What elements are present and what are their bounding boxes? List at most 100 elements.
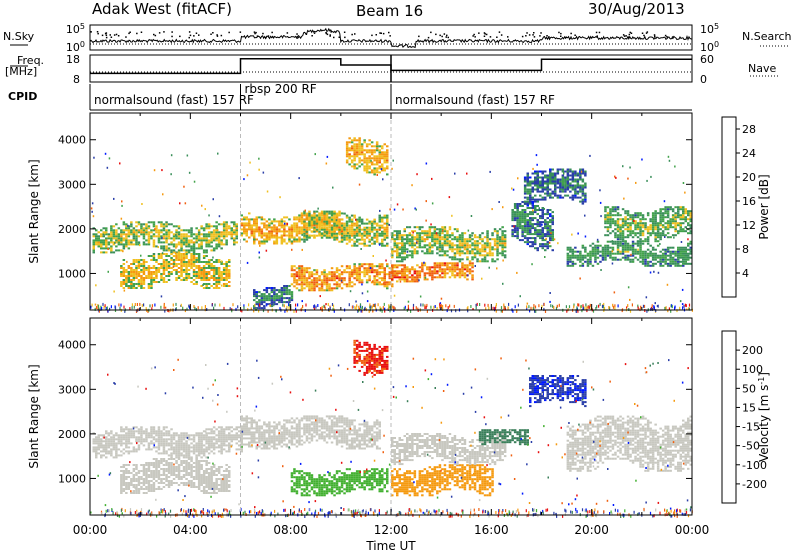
power-cell [210, 233, 213, 236]
power-cell [268, 287, 271, 289]
power-cell [120, 275, 123, 277]
power-cell [501, 232, 504, 235]
power-cell [682, 254, 685, 257]
power-cell [546, 190, 549, 193]
power-cell [398, 234, 401, 237]
power-cell [268, 230, 271, 233]
power-scatter [172, 265, 175, 268]
power-cell [343, 226, 346, 229]
power-cell [325, 273, 329, 276]
power-cell [396, 260, 399, 263]
power-cell [340, 228, 344, 231]
power-cell [451, 234, 454, 237]
power-cell [606, 216, 610, 219]
power-cell [609, 252, 612, 255]
power-cell [345, 224, 349, 227]
power-cell [222, 237, 226, 240]
power-cell [549, 237, 552, 240]
power-cell [177, 235, 181, 238]
power-scatter [113, 290, 115, 293]
power-cell [614, 220, 617, 223]
power-cell [140, 271, 143, 273]
power-cell [383, 232, 386, 235]
power-cell [137, 241, 141, 244]
power-cell [228, 259, 231, 261]
power-cell [313, 277, 316, 280]
power-clutter [665, 306, 667, 310]
power-cell [682, 206, 685, 209]
power-cell [333, 283, 336, 286]
power-cell [549, 170, 552, 173]
power-cell [401, 276, 404, 279]
power-cell [559, 186, 562, 189]
power-cell [629, 224, 632, 227]
power-cell [621, 256, 625, 259]
power-cell [401, 258, 404, 261]
power-cell [313, 234, 316, 237]
power-cell [529, 237, 532, 240]
power-scatter [664, 236, 666, 238]
power-cell [92, 249, 95, 252]
power-cell [526, 188, 529, 191]
power-cell [664, 262, 667, 265]
power-cell [270, 228, 274, 231]
power-cell [303, 220, 306, 223]
power-cell [210, 235, 213, 238]
power-cell [396, 252, 399, 255]
power-cell [539, 225, 542, 228]
power-cell [243, 232, 246, 235]
power-cell [275, 238, 279, 241]
power-cell [258, 226, 261, 229]
power-scatter [412, 231, 414, 234]
power-cell [621, 240, 625, 243]
power-scatter [347, 232, 349, 235]
power-cell [130, 231, 133, 234]
power-cell [180, 279, 183, 281]
power-cell [471, 266, 474, 269]
power-cell [182, 243, 186, 246]
power-cell [531, 182, 534, 185]
power-cell [360, 228, 364, 231]
power-cell [202, 257, 206, 259]
power-cell [556, 186, 560, 189]
power-cell [503, 242, 507, 245]
power-cell [182, 237, 186, 240]
power-cell [669, 258, 672, 261]
power-cell [596, 256, 600, 259]
power-cell [423, 278, 427, 281]
power-cell [616, 226, 620, 229]
power-cell [318, 275, 321, 278]
power-clutter [151, 307, 153, 311]
power-cell [659, 224, 662, 227]
power-cell [162, 229, 166, 232]
power-cell [551, 182, 554, 185]
power-cell [378, 159, 381, 162]
power-cell [687, 224, 690, 227]
power-cell [253, 220, 256, 223]
power-cell [350, 149, 354, 152]
power-scatter [369, 267, 372, 269]
power-cell [220, 243, 223, 246]
power-cell [182, 263, 186, 265]
power-cell [579, 258, 582, 261]
power-cell [428, 234, 432, 237]
power-cell [265, 228, 269, 231]
nsky-point [129, 31, 131, 33]
power-cell [225, 229, 228, 232]
power-cell [363, 234, 366, 237]
power-cell [358, 271, 361, 274]
power-clutter [359, 303, 362, 307]
power-cell [616, 252, 620, 255]
power-cell [471, 264, 474, 267]
power-cell [461, 240, 464, 243]
power-cell [358, 234, 361, 237]
power-cell [443, 238, 447, 241]
power-cell [574, 170, 577, 173]
power-cell [303, 228, 306, 231]
power-clutter [372, 309, 374, 313]
power-cell [162, 249, 166, 252]
power-cell [228, 271, 231, 273]
power-cell [518, 211, 522, 214]
power-cell [433, 264, 437, 267]
nsky-point [570, 36, 572, 38]
